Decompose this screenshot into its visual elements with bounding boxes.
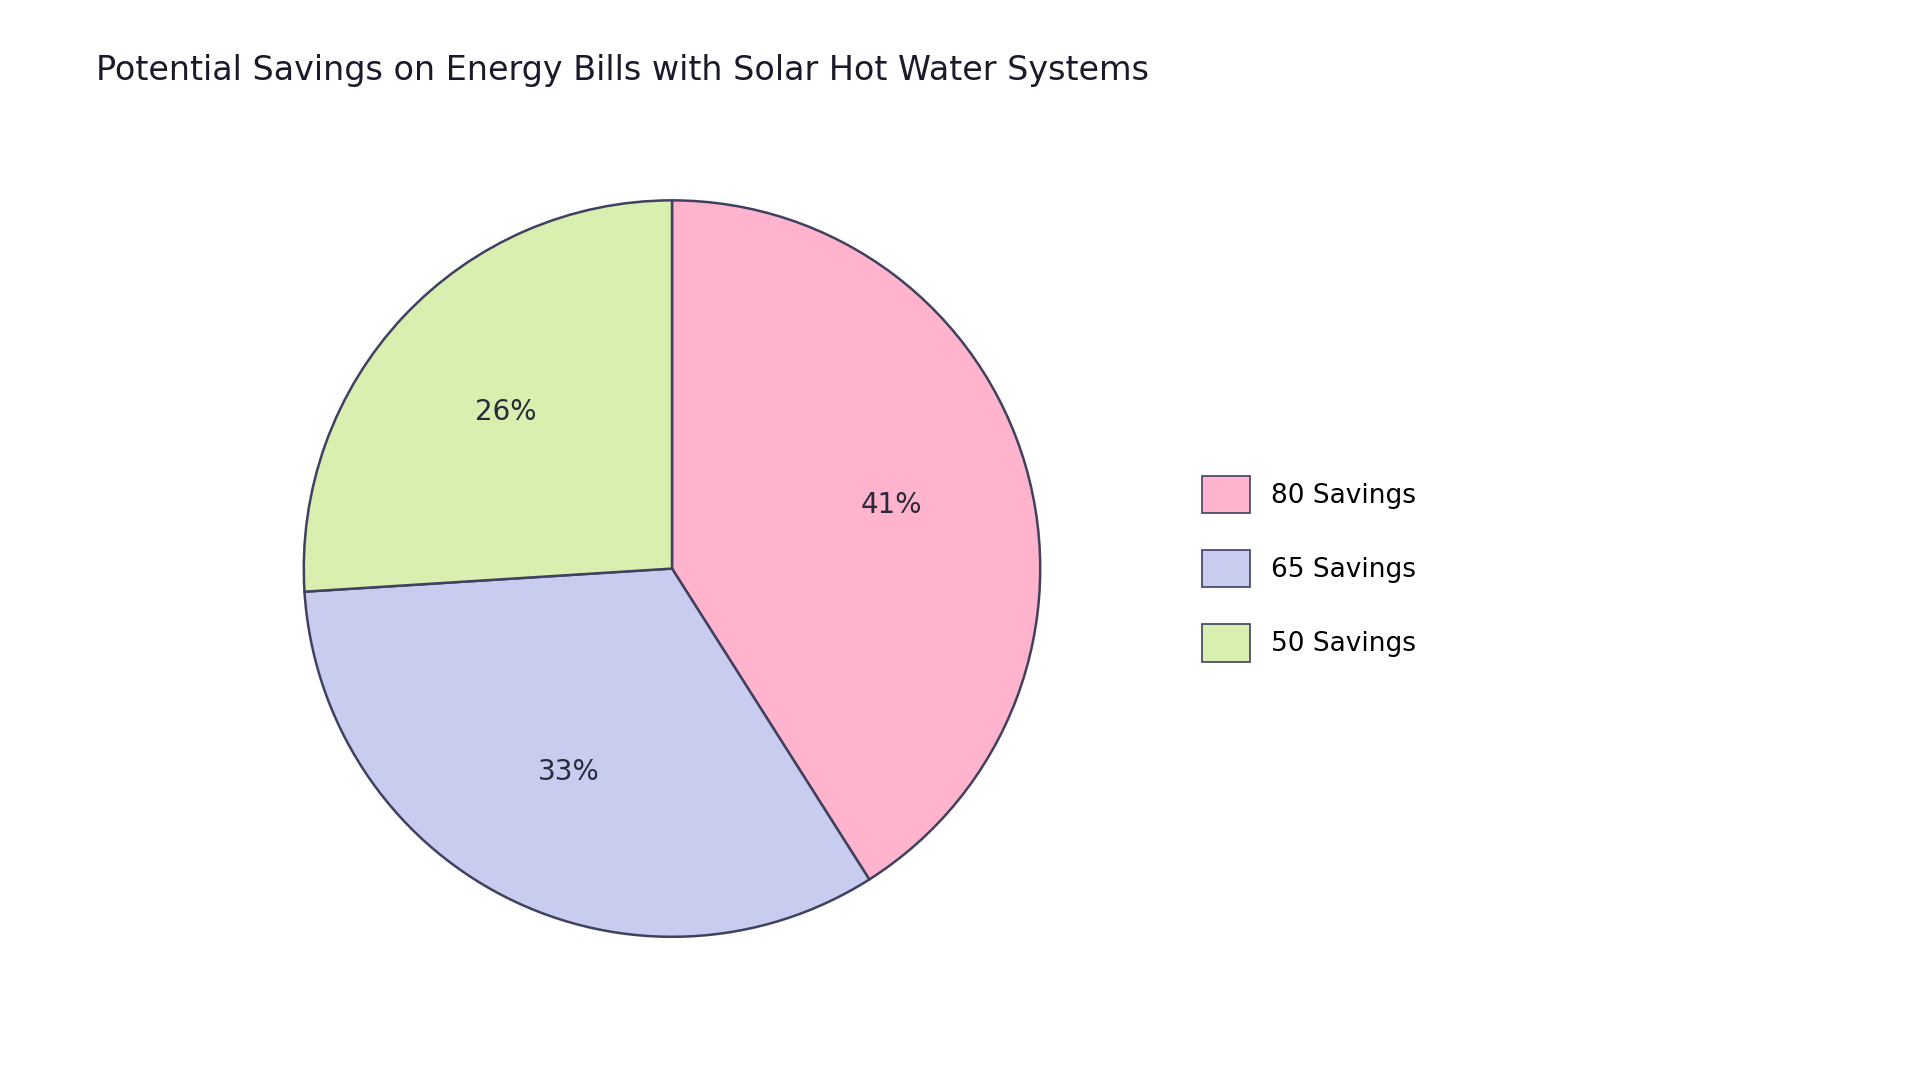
Legend: 80 Savings, 65 Savings, 50 Savings: 80 Savings, 65 Savings, 50 Savings <box>1192 465 1427 673</box>
Text: 33%: 33% <box>538 758 599 786</box>
Text: 26%: 26% <box>474 399 536 427</box>
Wedge shape <box>672 200 1041 879</box>
Text: 41%: 41% <box>860 491 922 519</box>
Text: Potential Savings on Energy Bills with Solar Hot Water Systems: Potential Savings on Energy Bills with S… <box>96 54 1148 87</box>
Wedge shape <box>303 200 672 591</box>
Wedge shape <box>305 569 870 937</box>
